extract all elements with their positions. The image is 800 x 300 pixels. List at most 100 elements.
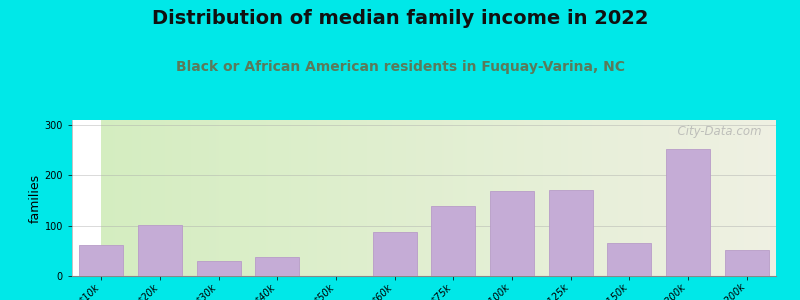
Bar — [251, 120, 254, 276]
Bar — [162, 120, 165, 276]
Bar — [160, 120, 162, 276]
Bar — [214, 120, 216, 276]
Bar — [758, 120, 761, 276]
Bar — [658, 120, 660, 276]
Bar — [564, 120, 566, 276]
Bar — [632, 120, 634, 276]
Bar — [650, 120, 653, 276]
Bar — [115, 120, 118, 276]
Bar — [308, 120, 310, 276]
Bar — [610, 120, 613, 276]
Bar — [437, 120, 439, 276]
Bar — [226, 120, 228, 276]
Bar — [397, 120, 399, 276]
Bar — [706, 120, 709, 276]
Bar — [359, 120, 362, 276]
Bar — [423, 120, 425, 276]
Bar — [763, 120, 766, 276]
Bar — [562, 120, 564, 276]
Bar — [230, 120, 233, 276]
Bar — [369, 120, 371, 276]
Bar — [442, 120, 444, 276]
Bar — [386, 120, 388, 276]
Bar — [622, 120, 625, 276]
Bar — [500, 120, 502, 276]
Bar — [303, 120, 306, 276]
Bar — [573, 120, 575, 276]
Bar — [725, 250, 769, 276]
Bar — [383, 120, 386, 276]
Bar — [472, 120, 474, 276]
Bar — [139, 120, 142, 276]
Bar — [603, 120, 606, 276]
Bar — [554, 120, 557, 276]
Bar — [261, 120, 263, 276]
Bar — [278, 120, 280, 276]
Bar — [102, 120, 104, 276]
Bar — [615, 120, 618, 276]
Bar — [495, 120, 498, 276]
Bar — [449, 120, 451, 276]
Bar — [195, 120, 198, 276]
Bar — [580, 120, 582, 276]
Text: Black or African American residents in Fuquay-Varina, NC: Black or African American residents in F… — [175, 60, 625, 74]
Bar — [350, 120, 353, 276]
Bar — [674, 120, 676, 276]
Bar — [746, 120, 749, 276]
Bar — [108, 120, 110, 276]
Bar — [425, 120, 427, 276]
Bar — [298, 120, 301, 276]
Bar — [381, 120, 383, 276]
Bar — [568, 120, 570, 276]
Bar — [430, 120, 432, 276]
Bar — [193, 120, 195, 276]
Bar — [118, 120, 120, 276]
Bar — [462, 120, 465, 276]
Bar — [559, 120, 562, 276]
Bar — [338, 120, 341, 276]
Bar — [138, 225, 182, 276]
Bar — [775, 120, 777, 276]
Bar — [186, 120, 188, 276]
Bar — [378, 120, 381, 276]
Bar — [427, 120, 430, 276]
Bar — [782, 120, 784, 276]
Bar — [519, 120, 522, 276]
Bar — [768, 120, 770, 276]
Bar — [113, 120, 115, 276]
Bar — [270, 120, 273, 276]
Bar — [296, 120, 298, 276]
Bar — [228, 120, 230, 276]
Bar — [620, 120, 622, 276]
Bar — [693, 120, 695, 276]
Bar — [188, 120, 190, 276]
Bar — [646, 120, 648, 276]
Bar — [477, 120, 479, 276]
Bar — [735, 120, 738, 276]
Bar — [643, 120, 646, 276]
Bar — [711, 120, 714, 276]
Bar — [607, 243, 651, 276]
Bar — [524, 120, 526, 276]
Bar — [714, 120, 716, 276]
Bar — [130, 120, 132, 276]
Bar — [150, 120, 153, 276]
Bar — [390, 120, 392, 276]
Bar — [258, 120, 261, 276]
Bar — [364, 120, 366, 276]
Bar — [177, 120, 178, 276]
Bar — [777, 120, 779, 276]
Bar — [592, 120, 594, 276]
Bar — [665, 120, 667, 276]
Bar — [599, 120, 601, 276]
Bar — [301, 120, 303, 276]
Bar — [587, 120, 590, 276]
Bar — [597, 120, 599, 276]
Bar — [636, 120, 638, 276]
Bar — [120, 120, 122, 276]
Bar — [655, 120, 658, 276]
Bar — [773, 120, 775, 276]
Bar — [202, 120, 205, 276]
Bar — [399, 120, 402, 276]
Bar — [542, 120, 545, 276]
